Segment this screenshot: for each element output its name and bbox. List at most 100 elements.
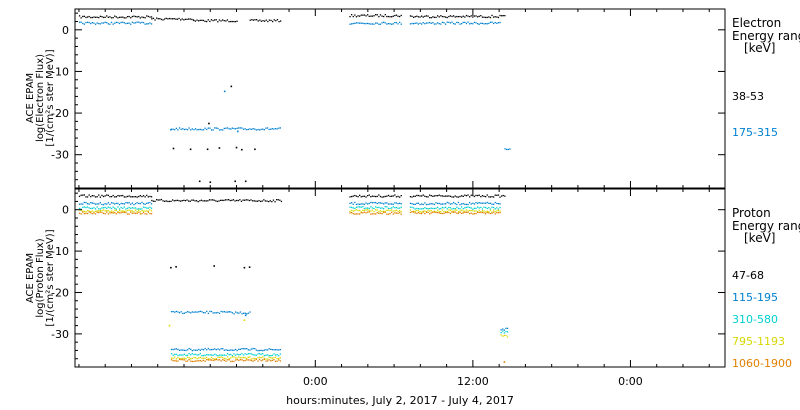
data-point — [389, 23, 391, 25]
data-point — [180, 19, 182, 21]
legend-item-1060-1900: 1060-1900 — [732, 357, 792, 370]
data-point — [206, 20, 208, 23]
data-point — [98, 203, 100, 205]
data-point — [257, 350, 259, 352]
data-point — [354, 194, 356, 197]
data-point — [397, 210, 399, 212]
data-point — [233, 127, 235, 130]
data-point — [191, 360, 193, 363]
data-point — [250, 358, 253, 360]
series-310-580 — [78, 206, 509, 357]
data-point — [130, 203, 132, 205]
data-point — [457, 16, 460, 18]
proton-ylabel-line-1: ACE EPAM — [25, 253, 36, 303]
data-point — [472, 16, 474, 18]
data-point — [437, 195, 439, 197]
data-point — [136, 202, 138, 204]
data-point — [238, 356, 240, 358]
data-point — [262, 359, 264, 361]
data-point — [139, 211, 141, 213]
data-point — [448, 195, 450, 197]
data-point — [133, 196, 135, 198]
data-point — [260, 353, 262, 355]
data-point — [126, 213, 129, 215]
data-point — [246, 357, 248, 359]
data-point — [360, 212, 362, 214]
data-point — [204, 312, 206, 314]
data-point — [176, 18, 179, 20]
data-point — [210, 199, 212, 201]
data-point — [425, 15, 428, 17]
data-point — [223, 311, 225, 313]
data-point — [225, 20, 227, 22]
data-point — [80, 194, 82, 196]
data-point — [247, 199, 249, 201]
data-point — [483, 206, 485, 208]
data-point — [266, 360, 269, 362]
data-point — [445, 211, 447, 213]
data-point — [212, 354, 214, 356]
data-point — [141, 21, 143, 23]
data-point — [386, 206, 388, 208]
data-point — [276, 19, 279, 21]
data-point — [279, 353, 281, 355]
data-point — [477, 194, 479, 197]
data-point — [172, 18, 174, 20]
data-point — [112, 202, 114, 204]
data-point — [483, 16, 485, 18]
data-point — [117, 202, 119, 205]
data-point — [172, 360, 174, 362]
data-point — [352, 213, 354, 215]
electron-legend-title-3: [keV] — [744, 41, 775, 55]
data-point — [133, 15, 135, 17]
data-point — [120, 202, 122, 205]
data-point — [189, 200, 191, 202]
data-point — [109, 196, 111, 198]
data-point — [182, 128, 184, 130]
data-point — [459, 195, 461, 198]
data-point — [276, 199, 278, 201]
data-point — [86, 196, 89, 198]
y-tick-label: -10 — [51, 245, 69, 258]
data-point — [422, 208, 424, 210]
data-point — [138, 202, 140, 205]
data-point — [443, 22, 445, 24]
data-point — [395, 14, 398, 16]
data-point — [430, 22, 432, 24]
data-point — [473, 203, 476, 205]
data-point — [183, 359, 185, 361]
data-point — [359, 15, 361, 17]
electron-panel-frame — [74, 8, 726, 189]
data-point — [451, 21, 453, 23]
data-point — [122, 211, 124, 213]
data-point — [249, 356, 251, 358]
data-point — [112, 212, 114, 214]
data-point — [263, 349, 265, 351]
data-point — [375, 213, 377, 215]
data-point — [86, 210, 89, 212]
data-point — [259, 19, 261, 21]
data-point — [239, 311, 242, 313]
data-point — [202, 200, 204, 202]
data-point — [376, 202, 378, 205]
data-point — [433, 195, 436, 197]
data-point — [240, 200, 243, 202]
data-point — [499, 196, 501, 198]
data-point — [424, 213, 426, 215]
data-point — [414, 210, 416, 212]
data-point — [226, 359, 229, 361]
data-point — [107, 210, 109, 212]
data-point — [276, 358, 278, 360]
data-point — [493, 16, 495, 18]
data-point — [212, 348, 214, 351]
data-point — [223, 357, 225, 359]
data-point — [451, 210, 453, 212]
data-point — [188, 359, 190, 361]
data-point — [359, 22, 361, 24]
data-point — [233, 353, 235, 355]
data-point — [150, 16, 153, 18]
data-point — [225, 354, 227, 357]
data-point — [150, 210, 153, 212]
data-point — [88, 207, 90, 209]
data-point — [167, 18, 169, 20]
